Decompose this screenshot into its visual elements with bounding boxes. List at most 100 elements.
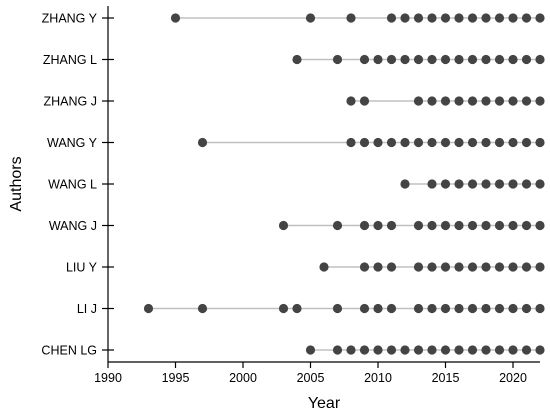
publication-dot bbox=[467, 96, 478, 106]
publication-dot bbox=[346, 96, 356, 106]
publication-dot bbox=[413, 13, 424, 23]
publication-dot bbox=[521, 303, 532, 314]
y-tick-label: LIU Y bbox=[66, 261, 98, 275]
publication-dot bbox=[413, 96, 424, 106]
publication-dot bbox=[332, 54, 343, 65]
publication-dot bbox=[359, 262, 370, 272]
publication-dot bbox=[359, 220, 370, 231]
x-tick-label: 1995 bbox=[162, 371, 190, 385]
y-tick-label: ZHANG L bbox=[43, 53, 97, 67]
publication-dot bbox=[440, 179, 451, 189]
publication-dot bbox=[481, 137, 491, 148]
publication-dot bbox=[494, 220, 505, 231]
publication-dot bbox=[535, 137, 545, 148]
y-tick-label: WANG J bbox=[49, 219, 97, 233]
publication-dot bbox=[454, 262, 464, 272]
publication-dot bbox=[400, 179, 410, 189]
publication-dot bbox=[481, 54, 491, 65]
publication-dot bbox=[521, 54, 532, 65]
publication-dot bbox=[521, 13, 532, 23]
publication-dot bbox=[197, 137, 208, 148]
publication-dot bbox=[359, 303, 370, 314]
publication-dot bbox=[386, 220, 397, 231]
publication-dot bbox=[440, 96, 451, 106]
publication-dot bbox=[481, 345, 491, 355]
publication-dot bbox=[359, 345, 370, 355]
publication-dot bbox=[332, 345, 343, 355]
publication-dot bbox=[197, 303, 208, 314]
publication-dot bbox=[373, 303, 383, 314]
y-tick-label: WANG L bbox=[48, 178, 97, 192]
publication-dot bbox=[292, 303, 302, 314]
publication-dot bbox=[508, 262, 518, 272]
publication-dot bbox=[373, 345, 383, 355]
publication-dot bbox=[440, 303, 451, 314]
publication-dot bbox=[454, 13, 464, 23]
publication-dot bbox=[170, 13, 181, 23]
publication-dot bbox=[373, 262, 383, 272]
publication-dot bbox=[494, 13, 505, 23]
publication-dot bbox=[305, 345, 316, 355]
publication-dot bbox=[319, 262, 329, 272]
x-axis-title: Year bbox=[308, 395, 341, 412]
publication-dot bbox=[508, 13, 518, 23]
x-axis: 1990 1995 2000 2005 2010 2015 2020 bbox=[94, 361, 540, 385]
publication-dot bbox=[427, 303, 437, 314]
publication-dot bbox=[508, 96, 518, 106]
publication-dot bbox=[454, 96, 464, 106]
publication-dot bbox=[508, 137, 518, 148]
publication-dot bbox=[332, 303, 343, 314]
publication-dot bbox=[535, 303, 545, 314]
publication-dot bbox=[332, 220, 343, 231]
publication-dot bbox=[386, 13, 397, 23]
publication-dot bbox=[521, 220, 532, 231]
timeline-lines bbox=[148, 17, 540, 351]
y-axis: ZHANG Y ZHANG L ZHANG J WANG Y WANG L WANG J L… bbox=[41, 6, 114, 362]
publication-dot bbox=[413, 220, 424, 231]
publication-dot bbox=[427, 137, 437, 148]
publication-dot bbox=[386, 303, 397, 314]
publication-dot bbox=[359, 54, 370, 65]
publication-dot bbox=[305, 13, 316, 23]
publication-dot bbox=[481, 96, 491, 106]
publication-dot bbox=[427, 345, 437, 355]
publication-dot bbox=[413, 345, 424, 355]
publication-dot bbox=[346, 13, 356, 23]
publication-dot bbox=[535, 220, 545, 231]
publication-dot bbox=[535, 96, 545, 106]
publication-dot bbox=[454, 137, 464, 148]
publication-dot bbox=[278, 220, 289, 231]
publication-dot bbox=[400, 137, 410, 148]
publication-dot bbox=[494, 137, 505, 148]
publication-dot bbox=[427, 96, 437, 106]
publication-dot bbox=[386, 54, 397, 65]
publication-dot bbox=[481, 303, 491, 314]
publication-dot bbox=[373, 220, 383, 231]
x-tick-label: 2015 bbox=[432, 371, 460, 385]
publication-dot bbox=[386, 345, 397, 355]
publication-dot bbox=[521, 345, 532, 355]
publication-dot bbox=[440, 137, 451, 148]
publication-dot bbox=[346, 345, 356, 355]
publication-dot bbox=[535, 262, 545, 272]
publication-dot bbox=[427, 220, 437, 231]
publication-dot bbox=[535, 345, 545, 355]
publication-dot bbox=[427, 179, 437, 189]
publication-dot bbox=[278, 303, 289, 314]
x-tick-label: 2005 bbox=[297, 371, 325, 385]
publication-dot bbox=[292, 54, 302, 65]
publication-dot bbox=[521, 262, 532, 272]
y-tick-label: WANG Y bbox=[47, 136, 98, 150]
publication-dot bbox=[386, 137, 397, 148]
publication-dot bbox=[427, 13, 437, 23]
publication-dot bbox=[467, 54, 478, 65]
publication-dot bbox=[386, 262, 397, 272]
publication-dot bbox=[535, 13, 545, 23]
x-tick-label: 2020 bbox=[499, 371, 527, 385]
publication-dots bbox=[143, 13, 545, 355]
publication-dot bbox=[494, 303, 505, 314]
y-axis-title: Authors bbox=[8, 156, 25, 211]
publication-dot bbox=[467, 137, 478, 148]
publication-dot bbox=[400, 13, 410, 23]
